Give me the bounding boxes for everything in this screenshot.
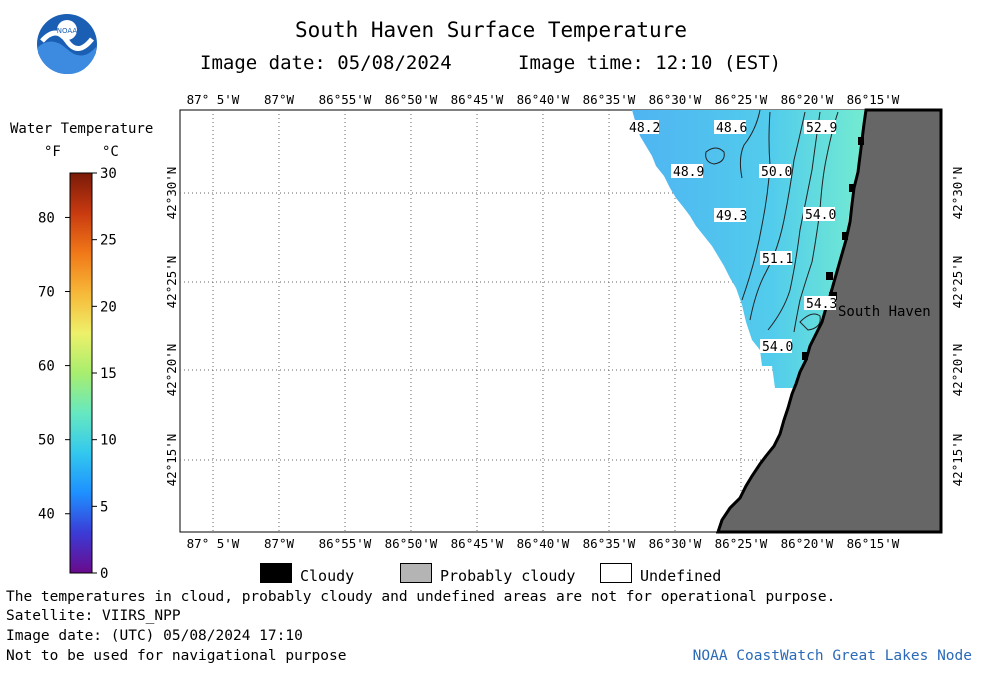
- latitude-label: 42°25'N: [164, 256, 179, 309]
- longitude-label: 86°35'W: [583, 92, 636, 107]
- longitude-label: 87°W: [264, 92, 295, 107]
- noaa-logo: NOAA: [37, 14, 97, 75]
- svg-text:50.0: 50.0: [761, 165, 792, 180]
- page-title: South Haven Surface Temperature: [295, 18, 687, 42]
- colorbar-tick-c: 25: [100, 233, 117, 249]
- colorbar-unit-c: °C: [102, 144, 119, 160]
- colorbar-tick-c: 5: [100, 499, 108, 515]
- image-date: Image date: 05/08/2024: [200, 52, 452, 74]
- contour-label: 49.3: [714, 208, 747, 224]
- svg-text:48.9: 48.9: [673, 165, 704, 180]
- colorbar-tick-c: 0: [100, 566, 108, 582]
- longitude-label: 86°50'W: [385, 536, 438, 551]
- longitude-label: 87° 5'W: [187, 536, 240, 551]
- temperature-map: 48.2 48.6 52.9 48.9 50.0 49.3 54.0 51.1 …: [164, 92, 965, 551]
- probably-cloudy-label: Probably cloudy: [440, 567, 576, 585]
- longitude-label: 86°45'W: [451, 92, 504, 107]
- contour-lines: [705, 109, 839, 333]
- latitude-label: 42°15'N: [950, 434, 965, 487]
- logo-text: NOAA: [57, 27, 78, 35]
- contour-label: 52.9: [804, 120, 837, 136]
- colorbar-tick-c: 20: [100, 299, 117, 315]
- longitude-label: 86°45'W: [451, 536, 504, 551]
- svg-text:51.1: 51.1: [762, 252, 793, 267]
- longitude-label: 86°25'W: [715, 536, 768, 551]
- colorbar-tick-c: 30: [100, 166, 117, 182]
- credit-text: NOAA CoastWatch Great Lakes Node: [692, 648, 972, 664]
- svg-text:48.6: 48.6: [716, 121, 747, 136]
- graticule: [180, 110, 941, 532]
- place-label-south-haven: South Haven: [838, 304, 931, 320]
- longitude-label: 86°55'W: [319, 536, 372, 551]
- longitude-label: 86°15'W: [847, 92, 900, 107]
- longitude-label: 86°20'W: [781, 92, 834, 107]
- colorbar-tick-f: 60: [38, 359, 55, 375]
- longitude-label: 86°55'W: [319, 92, 372, 107]
- cloudy-swatch: [260, 563, 292, 583]
- longitude-label: 86°40'W: [517, 92, 570, 107]
- contour-label: 48.6: [714, 120, 747, 136]
- latitude-label: 42°20'N: [164, 344, 179, 397]
- latitude-label: 42°15'N: [164, 434, 179, 487]
- colorbar-title: Water Temperature: [10, 121, 154, 137]
- longitude-label: 86°30'W: [649, 92, 702, 107]
- svg-text:54.3: 54.3: [806, 297, 837, 312]
- longitude-label: 86°50'W: [385, 92, 438, 107]
- latitude-label: 42°30'N: [950, 167, 965, 220]
- svg-text:54.0: 54.0: [762, 340, 793, 355]
- longitude-labels-top: 87° 5'W 87°W 86°55'W 86°50'W 86°45'W 86°40'W 8…: [187, 92, 900, 107]
- longitude-label: 86°15'W: [847, 536, 900, 551]
- cloudy-label: Cloudy: [300, 567, 355, 585]
- longitude-label: 87°W: [264, 536, 295, 551]
- contour-label: 48.2: [627, 120, 660, 136]
- water-area: [632, 110, 866, 388]
- longitude-labels-bottom: 87° 5'W 87°W 86°55'W 86°50'W 86°45'W 86°40'W 8…: [187, 536, 900, 551]
- footer-disclaimer: The temperatures in cloud, probably clou…: [6, 589, 836, 605]
- undefined-swatch: [600, 563, 632, 583]
- footer-utc-date: Image date: (UTC) 05/08/2024 17:10: [6, 628, 303, 644]
- footer-satellite: Satellite: VIIRS_NPP: [6, 608, 181, 624]
- longitude-label: 87° 5'W: [187, 92, 240, 107]
- colorbar-tick-f: 50: [38, 433, 55, 449]
- longitude-label: 86°35'W: [583, 536, 636, 551]
- land-area: [715, 108, 943, 534]
- colorbar-tick-c: 15: [100, 366, 117, 382]
- colorbar-unit-f: °F: [44, 144, 61, 160]
- latitude-label: 42°20'N: [950, 344, 965, 397]
- latitude-label: 42°25'N: [950, 256, 965, 309]
- svg-text:49.3: 49.3: [716, 209, 747, 224]
- footer-navigation-note: Not to be used for navigational purpose: [6, 648, 347, 664]
- svg-text:54.0: 54.0: [805, 208, 836, 223]
- colorbar-tick-f: 70: [38, 285, 55, 301]
- contour-label: 51.1: [760, 251, 793, 267]
- probably-cloudy-swatch: [400, 563, 432, 583]
- latitude-labels-left: 42°30'N 42°25'N 42°20'N 42°15'N: [164, 167, 179, 487]
- image-time: Image time: 12:10 (EST): [518, 52, 782, 74]
- latitude-label: 42°30'N: [164, 167, 179, 220]
- longitude-label: 86°20'W: [781, 536, 834, 551]
- colorbar-tick-f: 80: [38, 210, 55, 226]
- contour-label: 54.0: [760, 339, 793, 355]
- contour-label: 54.3: [804, 296, 837, 312]
- colorbar-tick-f: 40: [38, 507, 55, 523]
- latitude-labels-right: 42°30'N 42°25'N 42°20'N 42°15'N: [950, 167, 965, 487]
- longitude-label: 86°25'W: [715, 92, 768, 107]
- undefined-label: Undefined: [640, 567, 722, 585]
- contour-label: 50.0: [759, 164, 792, 180]
- longitude-label: 86°40'W: [517, 536, 570, 551]
- colorbar-tick-c: 10: [100, 433, 117, 449]
- svg-text:48.2: 48.2: [629, 121, 660, 136]
- contour-label-group: 48.2 48.6 52.9 48.9 50.0 49.3 54.0 51.1 …: [627, 120, 837, 355]
- contour-label: 48.9: [671, 164, 704, 180]
- longitude-label: 86°30'W: [649, 536, 702, 551]
- contour-label: 54.0: [803, 207, 836, 223]
- svg-text:52.9: 52.9: [806, 121, 837, 136]
